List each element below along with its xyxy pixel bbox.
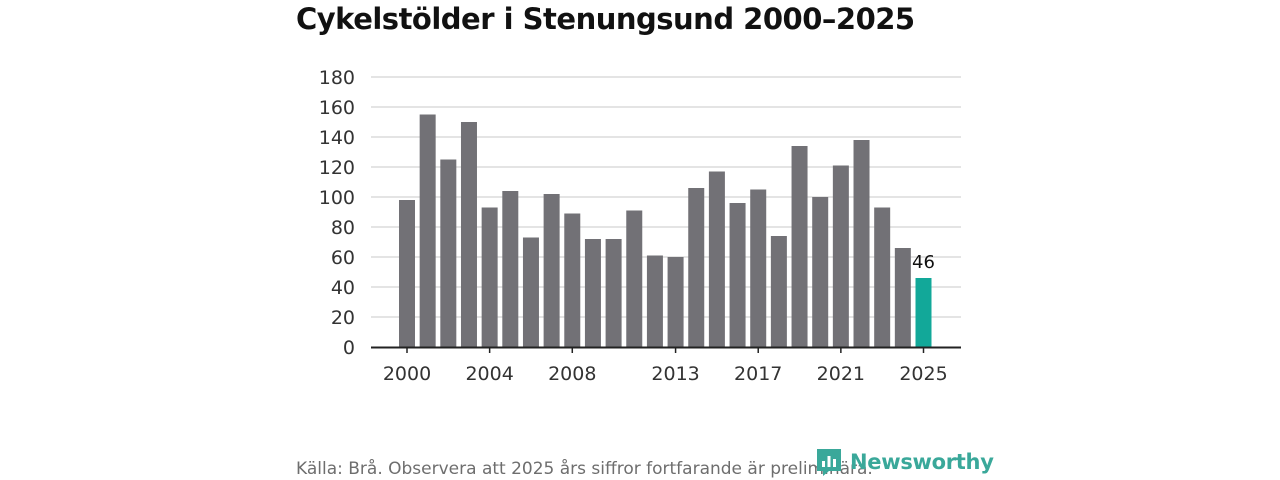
bar-2018 <box>770 236 787 347</box>
bar-2016 <box>729 203 746 347</box>
bars <box>399 114 932 347</box>
x-tick-label-2004: 2004 <box>465 363 513 385</box>
bar-2024 <box>894 248 911 347</box>
data-labels: 46 <box>912 252 935 273</box>
x-tick-label-2013: 2013 <box>651 363 699 385</box>
bar-2023 <box>874 207 891 347</box>
y-tick-label-40: 40 <box>331 277 355 299</box>
bar-2003 <box>460 122 477 347</box>
bar-2001 <box>419 114 436 347</box>
bar-2009 <box>584 239 601 347</box>
bar-2010 <box>605 239 622 347</box>
y-tick-label-120: 120 <box>319 157 355 179</box>
bar-2012 <box>646 255 663 347</box>
x-tick-label-2008: 2008 <box>548 363 596 385</box>
bar-2002 <box>440 159 457 347</box>
y-tick-label-100: 100 <box>319 187 355 209</box>
newsworthy-logo-icon <box>817 449 841 476</box>
grid-lines <box>371 76 961 318</box>
bar-2006 <box>522 237 539 347</box>
bar-2011 <box>626 210 643 347</box>
bar-2004 <box>481 207 498 347</box>
newsworthy-logo: Newsworthy <box>815 447 994 477</box>
y-tick-label-60: 60 <box>331 247 355 269</box>
x-tick-label-2017: 2017 <box>734 363 782 385</box>
bar-2013 <box>667 257 684 347</box>
bar-2021 <box>832 165 849 347</box>
bar-2017 <box>750 189 767 347</box>
x-axis: 2000 2004 2008 2013 2017 2021 2025 <box>371 346 961 385</box>
y-tick-label-180: 180 <box>319 67 355 89</box>
bar-2007 <box>543 194 560 347</box>
y-tick-label-80: 80 <box>331 217 355 239</box>
source-note: Källa: Brå. Observera att 2025 års siffr… <box>296 459 873 479</box>
bar-2020 <box>812 197 829 347</box>
x-tick-label-2025: 2025 <box>899 363 947 385</box>
bar-2015 <box>708 171 725 347</box>
bar-chart: 0 20 40 60 80 100 120 140 160 180 2000 2004 2008 201… <box>319 67 961 385</box>
x-tick-label-2021: 2021 <box>817 363 865 385</box>
bar-2008 <box>564 213 581 347</box>
y-tick-label-0: 0 <box>343 337 355 359</box>
x-tick-label-2000: 2000 <box>383 363 431 385</box>
y-axis-tick-labels: 0 20 40 60 80 100 120 140 160 180 <box>319 67 355 359</box>
y-tick-label-20: 20 <box>331 307 355 329</box>
bar-2022 <box>853 140 870 347</box>
bar-2025 <box>915 278 932 347</box>
chart-title: Cykelstölder i Stenungsund 2000–2025 <box>296 2 915 36</box>
newsworthy-logo-text: Newsworthy <box>850 450 994 474</box>
data-label-2025: 46 <box>912 252 935 273</box>
bar-2014 <box>688 188 705 347</box>
bar-2019 <box>791 146 808 347</box>
bar-2005 <box>502 191 519 347</box>
y-tick-label-140: 140 <box>319 127 355 149</box>
y-tick-label-160: 160 <box>319 97 355 119</box>
bar-2000 <box>399 200 415 347</box>
